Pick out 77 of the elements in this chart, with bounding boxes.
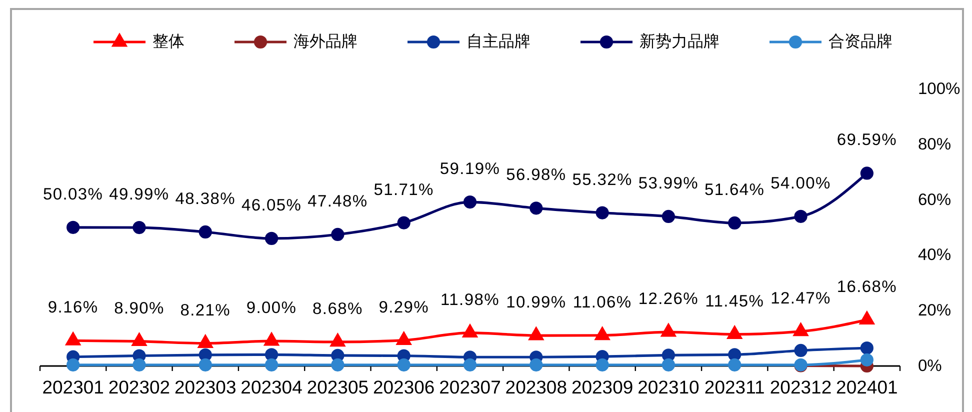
x-tick-label: 202401	[836, 376, 898, 398]
x-tick-label: 202304	[240, 376, 302, 398]
point	[596, 206, 609, 220]
data-label: 46.05%	[241, 196, 302, 214]
data-label: 51.64%	[704, 180, 765, 199]
data-label: 59.19%	[440, 160, 500, 178]
data-label: 12.26%	[638, 290, 699, 308]
point	[331, 358, 344, 372]
point	[397, 358, 410, 372]
x-tick-label: 202311	[704, 376, 765, 398]
data-label: 47.48%	[308, 192, 368, 210]
point	[264, 232, 278, 245]
point	[331, 228, 344, 242]
data-label: 9.00%	[246, 299, 297, 318]
data-label: 8.68%	[312, 300, 363, 318]
y-tick-label: 60%	[918, 190, 952, 209]
x-tick-label: 202305	[306, 376, 369, 398]
point	[198, 358, 212, 372]
point	[264, 358, 278, 372]
data-label: 11.45%	[705, 292, 764, 310]
x-tick-label: 202310	[638, 376, 700, 398]
x-tick-label: 202301	[42, 376, 104, 398]
point	[198, 225, 212, 239]
point	[132, 220, 146, 234]
data-label: 54.00%	[770, 174, 831, 192]
point	[530, 202, 543, 215]
x-tick-label: 202303	[174, 376, 236, 398]
point	[662, 358, 676, 372]
x-tick-label: 202308	[505, 376, 568, 398]
data-label: 8.21%	[180, 301, 231, 320]
legend-label: 合资品牌	[828, 32, 892, 50]
point	[728, 358, 742, 372]
point	[463, 196, 477, 209]
point	[860, 353, 874, 366]
point	[66, 220, 80, 234]
point	[860, 166, 874, 180]
data-label: 50.03%	[42, 185, 104, 204]
x-tick-label: 202309	[571, 376, 634, 398]
legend-label: 海外品牌	[294, 32, 358, 50]
data-label: 55.32%	[572, 170, 632, 189]
x-tick-label: 202307	[439, 376, 501, 398]
data-label: 11.98%	[440, 290, 500, 309]
legend-label: 整体	[152, 34, 184, 50]
legend-label: 自主品牌	[466, 32, 530, 50]
data-label: 10.99%	[506, 294, 566, 312]
y-tick-label: 0%	[918, 357, 942, 375]
data-label: 8.90%	[114, 299, 164, 318]
x-tick-label: 202302	[108, 376, 170, 398]
point	[860, 341, 874, 355]
y-tick-label: 40%	[918, 246, 952, 264]
point	[728, 216, 742, 230]
data-label: 9.29%	[378, 298, 429, 316]
data-label: 48.38%	[175, 190, 236, 208]
data-label: 51.71%	[374, 180, 434, 199]
data-label: 11.06%	[572, 293, 632, 312]
point	[66, 358, 80, 372]
point	[463, 358, 477, 372]
point	[132, 358, 146, 372]
y-tick-label: 20%	[918, 302, 952, 320]
point	[794, 344, 808, 358]
data-label: 12.47%	[770, 289, 831, 308]
point	[794, 210, 808, 223]
y-tick-label: 80%	[918, 135, 952, 154]
point	[397, 216, 410, 230]
data-label: 69.59%	[836, 131, 898, 150]
x-tick-label: 202306	[372, 376, 435, 398]
data-label: 53.99%	[638, 174, 699, 192]
data-label: 16.68%	[836, 278, 898, 296]
y-tick-label: 100%	[918, 80, 961, 98]
legend-label: 新势力品牌	[640, 32, 720, 50]
data-label: 56.98%	[506, 166, 566, 184]
data-label: 49.99%	[109, 186, 170, 204]
point	[530, 358, 543, 372]
data-label: 9.16%	[48, 298, 98, 317]
point	[596, 358, 609, 372]
x-tick-label: 202312	[770, 376, 832, 398]
point	[662, 210, 676, 223]
